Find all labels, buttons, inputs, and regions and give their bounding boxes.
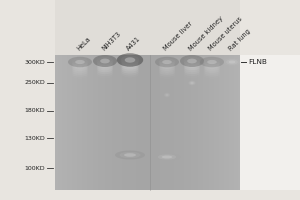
Text: FLNB: FLNB [248, 59, 267, 65]
Ellipse shape [159, 69, 175, 75]
Ellipse shape [115, 150, 145, 160]
Ellipse shape [207, 60, 217, 64]
Ellipse shape [97, 60, 113, 66]
Ellipse shape [97, 57, 113, 65]
Ellipse shape [72, 67, 88, 73]
Ellipse shape [204, 63, 220, 69]
Text: 180KD: 180KD [24, 108, 45, 114]
Ellipse shape [72, 58, 88, 66]
Ellipse shape [188, 81, 196, 85]
Text: Mouse liver: Mouse liver [163, 21, 194, 52]
Ellipse shape [97, 64, 113, 70]
Ellipse shape [121, 64, 139, 72]
Ellipse shape [121, 58, 139, 66]
Ellipse shape [68, 57, 92, 67]
Ellipse shape [124, 153, 136, 157]
Ellipse shape [184, 60, 200, 66]
Ellipse shape [125, 57, 135, 63]
Text: NIH3T3: NIH3T3 [101, 31, 122, 52]
Text: Mouse kidney: Mouse kidney [188, 15, 224, 52]
Ellipse shape [121, 68, 139, 76]
Text: Rat lung: Rat lung [228, 28, 252, 52]
Text: Mouse uterus: Mouse uterus [208, 16, 244, 52]
Ellipse shape [226, 59, 238, 65]
Ellipse shape [97, 62, 113, 68]
Ellipse shape [154, 153, 180, 161]
Bar [55, 0, 240, 55]
Ellipse shape [93, 55, 117, 67]
Ellipse shape [72, 63, 88, 69]
Ellipse shape [190, 82, 194, 84]
Ellipse shape [166, 94, 168, 96]
Ellipse shape [159, 63, 175, 69]
Ellipse shape [159, 58, 176, 66]
Ellipse shape [224, 58, 240, 66]
Text: 250KD: 250KD [24, 80, 45, 86]
Text: A431: A431 [126, 36, 142, 52]
Ellipse shape [75, 60, 85, 64]
Ellipse shape [100, 59, 110, 63]
Ellipse shape [159, 65, 175, 71]
Text: 300KD: 300KD [24, 60, 45, 64]
Ellipse shape [200, 57, 224, 67]
Ellipse shape [164, 93, 170, 97]
Ellipse shape [184, 62, 200, 68]
Ellipse shape [184, 68, 200, 74]
Ellipse shape [121, 66, 139, 74]
Ellipse shape [204, 69, 220, 75]
Ellipse shape [204, 65, 220, 71]
Ellipse shape [204, 61, 220, 67]
Ellipse shape [190, 81, 194, 85]
Bar [240, 55, 300, 190]
Ellipse shape [204, 58, 220, 66]
Ellipse shape [159, 61, 175, 67]
Ellipse shape [121, 55, 139, 65]
Text: 130KD: 130KD [24, 136, 45, 140]
Ellipse shape [184, 66, 200, 72]
Ellipse shape [184, 64, 200, 70]
Ellipse shape [119, 152, 140, 158]
Ellipse shape [97, 68, 113, 74]
Ellipse shape [117, 53, 143, 67]
Ellipse shape [162, 60, 172, 64]
Ellipse shape [72, 69, 88, 75]
Ellipse shape [204, 67, 220, 73]
Ellipse shape [180, 55, 204, 67]
Text: HeLa: HeLa [76, 36, 92, 52]
Ellipse shape [97, 66, 113, 72]
Text: 100KD: 100KD [24, 166, 45, 170]
Ellipse shape [165, 93, 169, 97]
Ellipse shape [121, 62, 139, 70]
Ellipse shape [72, 65, 88, 71]
Ellipse shape [121, 60, 139, 68]
Ellipse shape [155, 57, 179, 67]
Ellipse shape [184, 57, 200, 65]
Ellipse shape [187, 59, 197, 63]
Ellipse shape [159, 67, 175, 73]
Ellipse shape [158, 154, 176, 160]
Ellipse shape [229, 60, 236, 64]
Ellipse shape [72, 61, 88, 67]
Ellipse shape [162, 156, 172, 158]
